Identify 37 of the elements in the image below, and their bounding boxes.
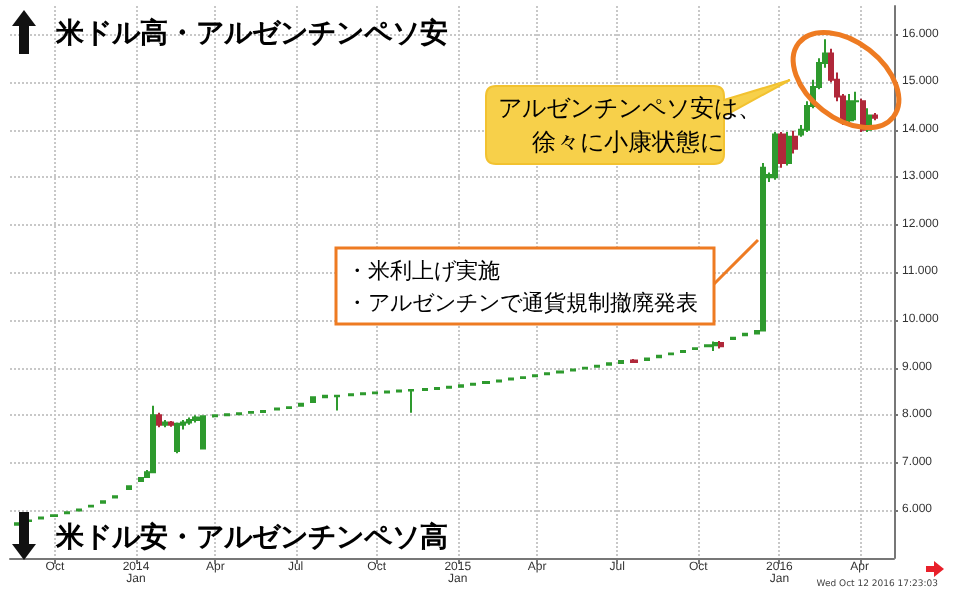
candlestick <box>760 162 766 333</box>
annotation: アルゼンチンペソ安は、 <box>498 92 762 124</box>
candlestick <box>630 358 638 364</box>
annotation: ・アルゼンチンで通貨規制撤廃発表 <box>346 288 698 318</box>
candlestick <box>186 416 192 426</box>
candlestick <box>408 388 414 414</box>
candlestick <box>212 413 218 419</box>
candlestick <box>778 131 786 169</box>
candlestick <box>174 421 180 455</box>
candlestick <box>298 402 304 408</box>
candlestick <box>854 90 860 122</box>
candlestick <box>150 404 156 475</box>
candlestick <box>712 340 718 352</box>
candlestick <box>112 494 118 500</box>
candlestick <box>334 393 340 412</box>
candlestick <box>200 414 206 451</box>
annotation: 米ドル安・アルゼンチンペソ高 <box>56 519 448 558</box>
candlestick <box>126 484 132 491</box>
candlestick <box>168 419 174 428</box>
annotation: 米ドル高・アルゼンチンペソ安 <box>56 15 448 54</box>
candlestick <box>718 340 724 350</box>
candlestick <box>310 395 316 404</box>
candlestick <box>156 411 162 429</box>
candlestick <box>138 476 144 483</box>
candlestick <box>606 361 612 367</box>
candlestick <box>872 112 878 122</box>
candlestick <box>458 383 464 389</box>
candlestick <box>14 521 20 527</box>
annotation: 徐々に小康状態に <box>532 126 724 158</box>
annotation: ・米利上げ実施 <box>346 256 500 286</box>
candlestick <box>618 359 624 365</box>
candlestick <box>772 131 778 181</box>
candlestick <box>786 131 792 167</box>
candlestick <box>162 419 168 429</box>
candlestick <box>846 93 854 124</box>
candlestick <box>100 499 106 505</box>
candlestick <box>792 129 798 155</box>
